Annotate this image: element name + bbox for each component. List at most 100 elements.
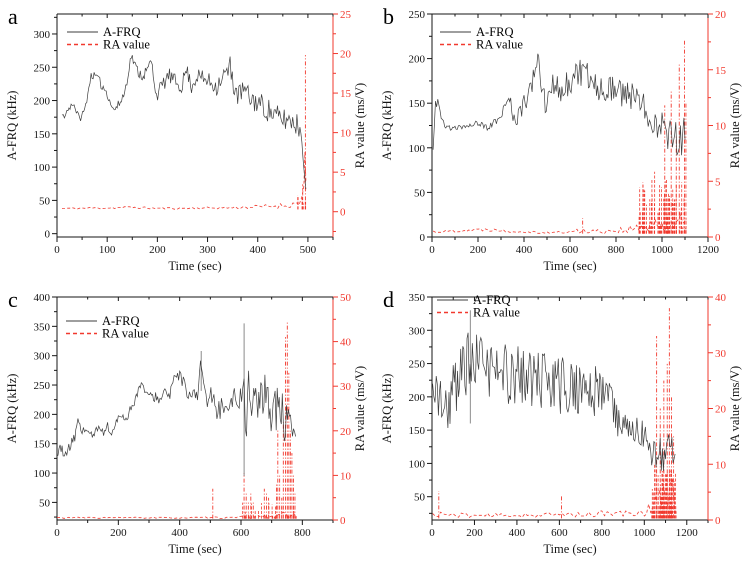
svg-text:1200: 1200 [676, 527, 699, 539]
ra-series [432, 214, 686, 235]
svg-text:100: 100 [34, 162, 51, 174]
svg-text:5: 5 [715, 176, 721, 188]
svg-text:250: 250 [34, 62, 51, 74]
svg-text:150: 150 [409, 98, 426, 110]
svg-text:1000: 1000 [651, 244, 674, 256]
svg-text:10: 10 [715, 121, 727, 133]
y-axis-left-label: A-FRQ (kHz) [380, 374, 394, 444]
svg-text:0: 0 [715, 232, 721, 244]
legend-label-ra: RA value [103, 38, 150, 52]
svg-text:0: 0 [340, 207, 346, 219]
svg-text:50: 50 [340, 292, 352, 304]
y-axis-right-label: RA value (ms/V) [728, 366, 742, 451]
y-axis-left-label: A-FRQ (kHz) [5, 374, 19, 444]
x-axis-label: Time (sec) [168, 259, 221, 273]
svg-text:10: 10 [340, 128, 352, 140]
svg-text:800: 800 [294, 527, 311, 539]
svg-text:20: 20 [715, 404, 727, 416]
svg-text:800: 800 [608, 244, 625, 256]
svg-text:20: 20 [715, 9, 727, 21]
svg-text:25: 25 [340, 9, 352, 21]
svg-text:200: 200 [466, 527, 483, 539]
series [61, 55, 307, 210]
svg-text:0: 0 [54, 244, 60, 256]
svg-text:350: 350 [34, 321, 51, 333]
panel-d: d 0 200 400 600 800 1000 1200 50 100 150 200 250 300 3… [375, 283, 750, 566]
series [432, 308, 677, 519]
svg-text:500: 500 [300, 244, 317, 256]
panel-letter: d [383, 287, 394, 312]
afrq-series [57, 360, 296, 457]
y-axis-left-label: A-FRQ (kHz) [5, 91, 19, 161]
svg-text:150: 150 [34, 439, 51, 451]
svg-text:100: 100 [99, 244, 116, 256]
svg-text:50: 50 [414, 492, 426, 504]
svg-text:800: 800 [594, 527, 611, 539]
y-axis-right-label: RA value (ms/V) [353, 83, 367, 168]
svg-text:1200: 1200 [697, 244, 720, 256]
svg-text:200: 200 [470, 244, 487, 256]
svg-text:400: 400 [249, 244, 266, 256]
y-axis-right-label: RA value (ms/V) [353, 366, 367, 451]
svg-text:0: 0 [340, 515, 346, 527]
y-axis-left-label: A-FRQ (kHz) [380, 91, 394, 161]
svg-text:0: 0 [54, 527, 60, 539]
svg-text:200: 200 [409, 392, 426, 404]
svg-text:100: 100 [409, 143, 426, 155]
svg-text:40: 40 [340, 337, 352, 349]
legend-label-ra: RA value [102, 327, 149, 341]
svg-text:400: 400 [516, 244, 533, 256]
svg-text:400: 400 [34, 292, 51, 304]
svg-text:600: 600 [551, 527, 568, 539]
svg-text:1000: 1000 [633, 527, 656, 539]
legend-label-afrq: A-FRQ [473, 293, 511, 307]
afrq-series [432, 332, 676, 471]
svg-text:0: 0 [429, 527, 435, 539]
svg-text:600: 600 [233, 527, 250, 539]
panel-letter: a [8, 4, 18, 29]
chart-b: b0 200 400 600 800 1000 1200050100150200250051… [380, 4, 742, 273]
svg-text:300: 300 [34, 29, 51, 41]
svg-text:0: 0 [45, 229, 51, 241]
series [57, 321, 297, 520]
svg-text:250: 250 [34, 380, 51, 392]
svg-text:50: 50 [414, 187, 426, 199]
axes: 0 200 400 600 800 1000 12000501001502002500510… [409, 9, 727, 256]
svg-text:250: 250 [409, 359, 426, 371]
axes: 0 200 400 600 800 1000 12005010015020025030035… [409, 292, 727, 539]
svg-text:5: 5 [340, 167, 346, 179]
svg-text:50: 50 [39, 195, 51, 207]
svg-text:15: 15 [340, 88, 352, 100]
svg-text:30: 30 [715, 348, 727, 360]
svg-text:150: 150 [409, 425, 426, 437]
series [432, 40, 687, 235]
svg-text:200: 200 [409, 54, 426, 66]
legend-label-afrq: A-FRQ [102, 314, 140, 328]
chart-d: d0 200 400 600 800 1000 1200501001502002503003… [380, 287, 742, 556]
afrq-series [432, 53, 686, 156]
panel-b: b 0 200 400 600 800 1000 1200 0 50 100 150 200 250 0 5 1… [375, 0, 750, 283]
svg-text:100: 100 [34, 468, 51, 480]
svg-text:200: 200 [34, 409, 51, 421]
ra-series [432, 479, 676, 519]
svg-text:400: 400 [509, 527, 526, 539]
svg-text:300: 300 [34, 351, 51, 363]
ra-series [57, 512, 297, 520]
svg-text:100: 100 [409, 458, 426, 470]
panel-a: a 0 100 200 300 400 500 0 50 100 150 200 250 300 0 5 10 1… [0, 0, 375, 283]
y-axis-right-label: RA value (ms/V) [728, 83, 742, 168]
chart-c: c 0 200 400 600 800 50 100 150 200 250 300 350 400 0 10… [5, 287, 367, 556]
svg-text:10: 10 [340, 470, 352, 482]
svg-text:50: 50 [39, 497, 51, 509]
legend-label-afrq: A-FRQ [103, 25, 141, 39]
svg-text:20: 20 [340, 426, 352, 438]
svg-text:10: 10 [715, 459, 727, 471]
afrq-series [61, 55, 307, 190]
svg-text:15: 15 [715, 65, 727, 77]
panel-letter: c [8, 287, 18, 312]
svg-text:200: 200 [110, 527, 127, 539]
